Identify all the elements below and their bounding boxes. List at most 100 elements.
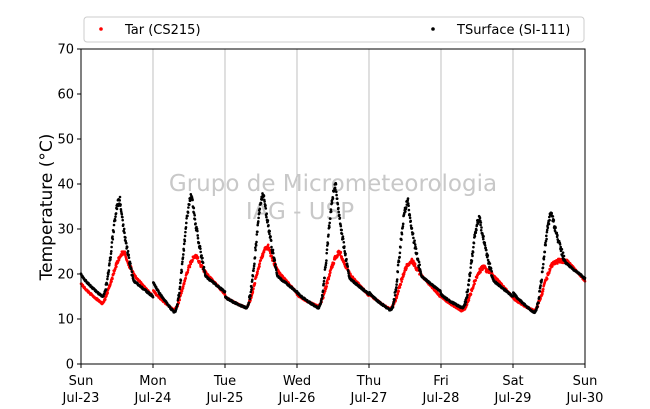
data-point xyxy=(112,230,115,234)
data-point xyxy=(266,219,270,222)
data-point xyxy=(542,257,546,261)
legend-label-tar: Tar (CS215) xyxy=(124,23,201,38)
data-point xyxy=(467,299,471,302)
data-point xyxy=(335,197,339,200)
y-tick-label: 30 xyxy=(57,223,74,238)
data-point xyxy=(182,253,185,256)
data-point xyxy=(469,293,473,296)
data-point xyxy=(180,291,183,295)
data-point xyxy=(122,223,125,226)
data-point xyxy=(196,236,200,240)
data-point xyxy=(270,254,274,258)
data-point xyxy=(118,195,122,199)
data-point xyxy=(198,245,202,248)
data-point xyxy=(395,286,398,289)
data-point xyxy=(406,197,410,200)
data-point xyxy=(325,251,329,255)
data-point xyxy=(400,280,404,283)
data-point xyxy=(112,223,116,227)
data-point xyxy=(263,200,266,203)
data-point xyxy=(326,281,329,285)
data-point xyxy=(346,265,350,268)
data-point xyxy=(197,241,201,245)
data-point xyxy=(196,234,199,237)
x-tick-label-day: Thu xyxy=(356,374,381,389)
data-point xyxy=(324,266,327,269)
data-point xyxy=(109,252,113,256)
data-point xyxy=(345,257,348,261)
data-point xyxy=(338,213,341,217)
data-point xyxy=(253,262,256,266)
y-tick-label: 0 xyxy=(66,358,74,373)
data-point xyxy=(111,277,114,281)
data-point xyxy=(545,230,549,234)
data-point xyxy=(325,259,328,262)
data-point xyxy=(328,225,331,229)
data-point xyxy=(199,250,202,254)
data-point xyxy=(340,255,344,258)
data-point xyxy=(256,223,260,227)
data-point xyxy=(252,267,256,270)
data-point xyxy=(115,207,119,211)
series-tsurface xyxy=(79,181,587,315)
data-point xyxy=(192,211,196,215)
data-point xyxy=(410,226,414,230)
data-point xyxy=(467,278,471,282)
data-point xyxy=(272,251,275,255)
data-point xyxy=(324,261,328,265)
data-point xyxy=(105,283,109,286)
data-point xyxy=(268,229,272,233)
data-point xyxy=(124,239,127,243)
data-point xyxy=(468,274,472,278)
data-point xyxy=(200,254,203,257)
data-point xyxy=(329,271,332,274)
data-point xyxy=(404,206,408,209)
x-tick-label-date: Jul-30 xyxy=(566,391,604,406)
data-point xyxy=(191,198,194,202)
data-point xyxy=(322,279,326,283)
data-point xyxy=(109,256,112,259)
data-point xyxy=(259,201,263,205)
data-point xyxy=(250,288,253,292)
data-point xyxy=(347,271,350,275)
data-point xyxy=(474,278,478,282)
data-point xyxy=(471,254,474,258)
data-point xyxy=(335,193,338,197)
data-point xyxy=(470,259,474,263)
y-axis: 0 10 20 30 40 50 60 70 xyxy=(57,43,81,373)
data-point xyxy=(260,198,264,201)
watermark-line-2: IAG - USP xyxy=(246,199,354,225)
data-point xyxy=(124,236,127,239)
data-point xyxy=(399,246,402,249)
data-point xyxy=(337,210,341,214)
data-point xyxy=(256,230,259,234)
data-point xyxy=(195,227,199,231)
data-point xyxy=(257,220,260,223)
data-point xyxy=(541,292,544,295)
data-point xyxy=(248,297,252,301)
data-point xyxy=(340,228,344,232)
data-point xyxy=(483,241,487,245)
data-point xyxy=(490,269,494,273)
data-point xyxy=(541,270,544,274)
data-point xyxy=(545,234,548,238)
data-point xyxy=(398,286,402,289)
data-point xyxy=(104,298,107,301)
data-point xyxy=(408,213,412,217)
data-point xyxy=(178,285,182,289)
data-point xyxy=(258,265,261,268)
x-tick-label-day: Tue xyxy=(213,374,236,389)
data-point xyxy=(121,218,124,222)
data-point xyxy=(417,260,421,264)
data-point xyxy=(483,243,487,247)
data-point xyxy=(129,262,132,265)
data-point xyxy=(274,262,277,266)
data-point xyxy=(322,282,326,286)
data-point xyxy=(486,254,490,257)
data-point xyxy=(328,274,332,277)
data-point xyxy=(343,245,346,248)
data-point xyxy=(332,261,336,265)
data-point xyxy=(398,251,402,255)
data-point xyxy=(125,245,129,249)
data-point xyxy=(396,263,400,267)
